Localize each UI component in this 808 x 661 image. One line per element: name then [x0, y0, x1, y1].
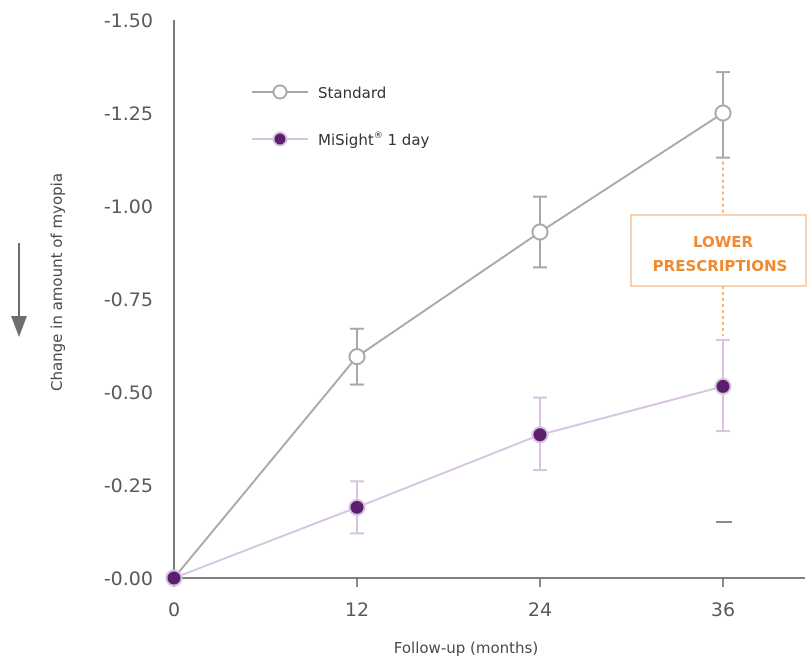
- series-line-misight: [173, 385, 724, 579]
- data-point-standard: [531, 223, 549, 241]
- axes: [173, 20, 805, 579]
- annotation-line-1: LOWER: [693, 233, 754, 251]
- data-point-standard: [348, 348, 366, 366]
- data-point-misight: [348, 498, 366, 516]
- x-tick-label: 24: [528, 599, 552, 621]
- down-arrow-icon: [11, 243, 27, 337]
- legend-item-misight: MiSight® 1 day: [252, 131, 430, 149]
- annotation-line-2: PRESCRIPTIONS: [653, 257, 788, 275]
- x-tick-labels: 0 12 24 36: [168, 578, 735, 621]
- legend-label-standard: Standard: [318, 84, 386, 102]
- y-tick-label: -0.00: [104, 568, 153, 590]
- legend-label-misight-brand: MiSight: [318, 131, 374, 149]
- annotation-box: [630, 214, 807, 287]
- data-point-standard: [714, 104, 732, 122]
- y-tick-label: -0.50: [104, 382, 153, 404]
- legend-item-standard: Standard: [252, 84, 386, 102]
- y-axis-title: Change in amount of myopia: [48, 173, 66, 391]
- y-tick-labels: -0.00 -0.25 -0.50 -0.75 -1.00 -1.25 -1.50: [104, 10, 153, 590]
- y-tick-label: -1.25: [104, 103, 153, 125]
- data-point-misight: [165, 569, 183, 587]
- annotation: LOWER PRESCRIPTIONS: [630, 161, 807, 336]
- y-tick-label: -0.75: [104, 289, 153, 311]
- legend-marker-misight: [272, 131, 288, 147]
- y-tick-label: -1.00: [104, 196, 153, 218]
- data-point-misight: [714, 377, 732, 395]
- x-tick-label: 0: [168, 599, 180, 621]
- y-tick-label: -1.50: [104, 10, 153, 32]
- x-tick-label: 36: [711, 599, 735, 621]
- legend-marker-standard: [272, 84, 288, 100]
- legend-label-misight-suffix: 1 day: [383, 131, 430, 149]
- series-line-standard: [173, 112, 724, 579]
- series-misight: [165, 338, 732, 587]
- y-tick-label: -0.25: [104, 475, 153, 497]
- series-standard: [165, 71, 732, 587]
- legend: Standard MiSight® 1 day: [252, 84, 430, 149]
- x-axis-title: Follow-up (months): [394, 639, 538, 657]
- registered-mark: ®: [374, 131, 383, 141]
- x-tick-label: 12: [345, 599, 369, 621]
- legend-label-misight: MiSight® 1 day: [318, 131, 430, 149]
- data-point-misight: [531, 426, 549, 444]
